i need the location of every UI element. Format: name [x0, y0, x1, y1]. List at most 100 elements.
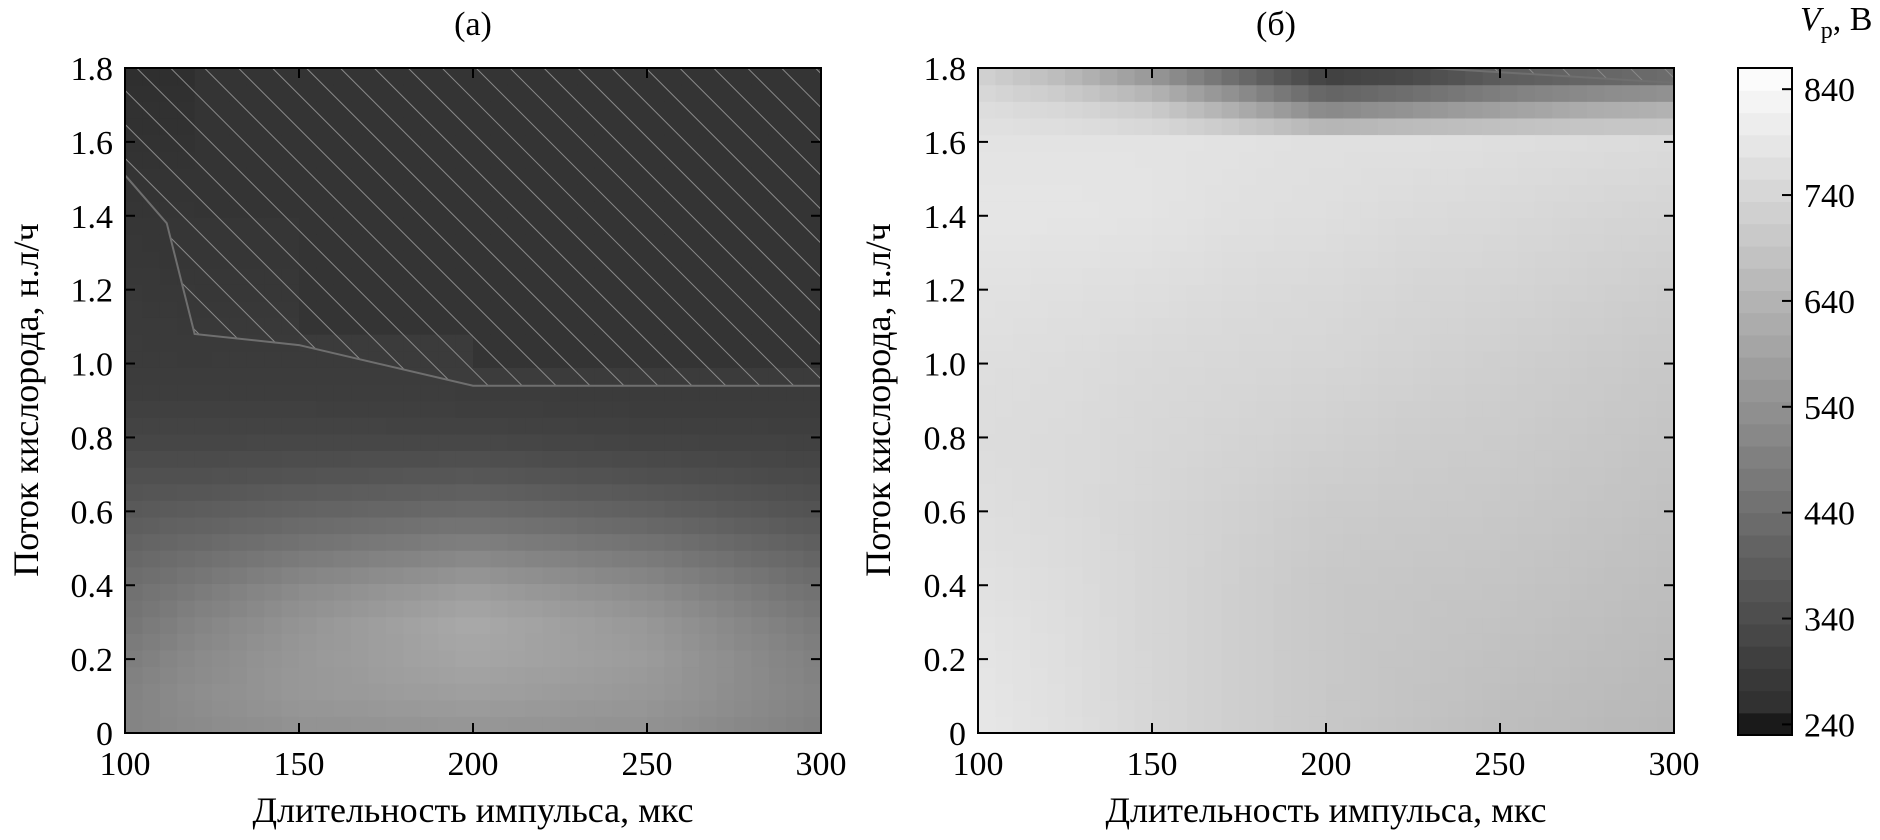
heatmap-cell — [629, 633, 648, 651]
heatmap-cell — [299, 533, 317, 551]
heatmap-cell — [473, 483, 491, 501]
heatmap-cell — [681, 616, 700, 634]
heatmap-cell — [125, 383, 143, 402]
heatmap-cell — [1656, 400, 1674, 418]
heatmap-cell — [1465, 433, 1484, 451]
heatmap-cell — [351, 467, 370, 485]
heatmap-cell — [1152, 117, 1170, 136]
heatmap-cell — [542, 433, 561, 451]
heatmap-cell — [281, 699, 300, 717]
heatmap-cell — [125, 201, 143, 219]
heatmap-cell — [1604, 550, 1623, 568]
colorbar-tick-label: 840 — [1804, 72, 1855, 109]
heatmap-cell — [1517, 151, 1536, 169]
heatmap-cell — [386, 450, 404, 468]
heatmap-cell — [978, 516, 996, 535]
heatmap-cell — [1239, 151, 1257, 169]
heatmap-cell — [751, 516, 770, 535]
heatmap-cell — [1465, 483, 1484, 501]
heatmap-cell — [159, 550, 178, 568]
heatmap-cell — [1378, 583, 1397, 601]
x-tick-label: 100 — [100, 746, 151, 783]
heatmap-cell — [1534, 184, 1553, 202]
heatmap-cell — [1012, 683, 1031, 701]
heatmap-cell — [1239, 101, 1257, 119]
heatmap-cell — [1169, 300, 1188, 318]
heatmap-cell — [1604, 334, 1623, 352]
heatmap-cell — [1152, 300, 1170, 318]
colorbar-band — [1738, 690, 1792, 714]
heatmap-cell — [1012, 234, 1031, 252]
heatmap-cell — [1204, 583, 1223, 601]
heatmap-cell — [716, 683, 735, 701]
heatmap-cell — [1012, 400, 1031, 418]
heatmap-cell — [420, 666, 439, 684]
heatmap-cell — [1030, 201, 1049, 219]
heatmap-cell — [1621, 383, 1640, 402]
heatmap-cell — [1204, 317, 1223, 335]
heatmap-cell — [786, 566, 805, 584]
heatmap-cell — [403, 583, 422, 601]
heatmap-cell — [1239, 666, 1257, 684]
heatmap-cell — [1343, 666, 1362, 684]
heatmap-cell — [229, 633, 248, 651]
heatmap-cell — [768, 500, 787, 518]
heatmap-cell — [473, 633, 491, 651]
heatmap-cell — [1430, 250, 1449, 269]
heatmap-cell — [1134, 383, 1153, 402]
heatmap-cell — [1656, 450, 1674, 468]
heatmap-cell — [542, 483, 561, 501]
heatmap-cell — [1465, 400, 1484, 418]
heatmap-cell — [1343, 334, 1362, 352]
heatmap-cell — [803, 433, 821, 451]
heatmap-cell — [1326, 117, 1344, 136]
heatmap-cell — [507, 683, 526, 701]
heatmap-cell — [1047, 334, 1066, 352]
heatmap-cell — [594, 516, 613, 535]
heatmap-cell — [1291, 250, 1310, 269]
heatmap-cell — [1465, 583, 1484, 601]
heatmap-cell — [455, 633, 474, 651]
heatmap-cell — [1030, 516, 1049, 535]
heatmap-cell — [734, 633, 752, 651]
heatmap-cell — [1012, 716, 1031, 733]
heatmap-cell — [1604, 433, 1623, 451]
heatmap-cell — [1656, 666, 1674, 684]
heatmap-cell — [1169, 101, 1188, 119]
heatmap-cell — [1517, 117, 1536, 136]
heatmap-cell — [1552, 101, 1571, 119]
heatmap-cell — [1012, 649, 1031, 668]
heatmap-cell — [1413, 533, 1431, 551]
heatmap-cell — [1639, 101, 1658, 119]
heatmap-cell — [1621, 450, 1640, 468]
heatmap-cell — [1500, 550, 1518, 568]
heatmap-cell — [1308, 467, 1327, 485]
heatmap-cell — [1239, 516, 1257, 535]
heatmap-cell — [978, 550, 996, 568]
heatmap-cell — [403, 683, 422, 701]
heatmap-cell — [1012, 483, 1031, 501]
heatmap-cell — [1378, 317, 1397, 335]
heatmap-cell — [647, 467, 665, 485]
heatmap-cell — [1500, 417, 1518, 435]
heatmap-cell — [1482, 101, 1501, 119]
y-tick-label: 1.8 — [924, 51, 967, 88]
heatmap-cell — [333, 566, 352, 584]
heatmap-cell — [995, 234, 1014, 252]
heatmap-cell — [125, 433, 143, 451]
heatmap-cell — [1065, 334, 1083, 352]
heatmap-cell — [507, 616, 526, 634]
heatmap-cell — [246, 616, 265, 634]
heatmap-cell — [629, 467, 648, 485]
heatmap-cell — [1517, 383, 1536, 402]
colorbar-tick-label: 440 — [1804, 496, 1855, 533]
heatmap-cell — [1534, 400, 1553, 418]
heatmap-cell — [995, 367, 1014, 385]
heatmap-cell — [1326, 334, 1344, 352]
heatmap-cell — [629, 616, 648, 634]
heatmap-cell — [229, 516, 248, 535]
heatmap-cell — [734, 483, 752, 501]
heatmap-cell — [316, 566, 335, 584]
heatmap-cell — [1465, 467, 1484, 485]
heatmap-cell — [1152, 500, 1170, 518]
